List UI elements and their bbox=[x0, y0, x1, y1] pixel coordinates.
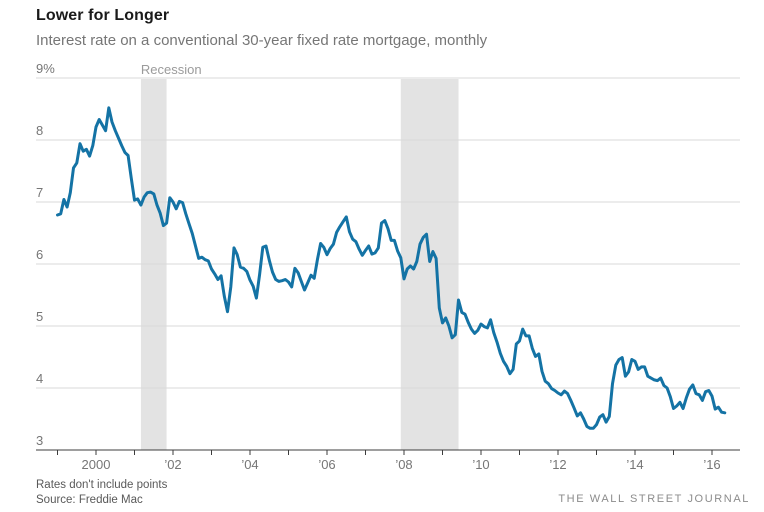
y-tick-label: 6 bbox=[36, 247, 43, 262]
chart-source: Source: Freddie Mac bbox=[36, 494, 143, 506]
chart-subtitle: Interest rate on a conventional 30-year … bbox=[36, 32, 488, 49]
y-tick-label: 9% bbox=[36, 61, 55, 76]
x-tick-label: ’04 bbox=[241, 457, 258, 472]
x-tick-label: ’14 bbox=[626, 457, 643, 472]
x-tick-label: ’02 bbox=[164, 457, 181, 472]
x-tick-label: ’08 bbox=[395, 457, 412, 472]
y-tick-label: 8 bbox=[36, 123, 43, 138]
x-tick-label: ’16 bbox=[703, 457, 720, 472]
x-tick-label: ’12 bbox=[549, 457, 566, 472]
x-tick-label: 2000 bbox=[82, 457, 111, 472]
y-tick-label: 3 bbox=[36, 433, 43, 448]
recession-label: Recession bbox=[141, 62, 202, 77]
chart-footnote: Rates don't include points bbox=[36, 479, 168, 491]
x-tick-label: ’10 bbox=[472, 457, 489, 472]
chart-footnotes: Rates don't include points Source: Fredd… bbox=[36, 478, 167, 508]
wsj-credit: THE WALL STREET JOURNAL bbox=[558, 493, 750, 505]
y-tick-label: 5 bbox=[36, 309, 43, 324]
chart-title: Lower for Longer bbox=[36, 7, 170, 24]
y-tick-label: 4 bbox=[36, 371, 43, 386]
x-tick-label: ’06 bbox=[318, 457, 335, 472]
y-tick-label: 7 bbox=[36, 185, 43, 200]
mortgage-rate-line bbox=[56, 106, 727, 430]
